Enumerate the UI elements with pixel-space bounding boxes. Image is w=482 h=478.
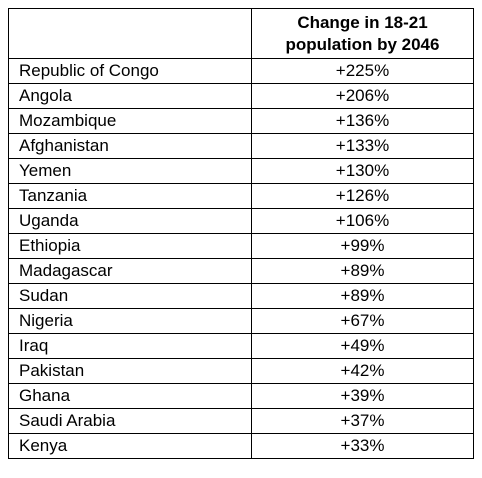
header-row: Change in 18-21 population by 2046 xyxy=(8,8,474,59)
country-cell: Afghanistan xyxy=(8,133,252,159)
country-cell: Republic of Congo xyxy=(8,58,252,84)
table-row: Ghana +39% xyxy=(8,383,474,409)
table-row: Tanzania +126% xyxy=(8,183,474,209)
change-value-cell: +37% xyxy=(251,408,474,434)
table-row: Sudan +89% xyxy=(8,283,474,309)
change-value-cell: +67% xyxy=(251,308,474,334)
table-row: Saudi Arabia +37% xyxy=(8,408,474,434)
country-cell: Kenya xyxy=(8,433,252,459)
change-value-cell: +133% xyxy=(251,133,474,159)
country-cell: Mozambique xyxy=(8,108,252,134)
table-row: Mozambique +136% xyxy=(8,108,474,134)
country-cell: Yemen xyxy=(8,158,252,184)
change-value-cell: +39% xyxy=(251,383,474,409)
table-row: Republic of Congo +225% xyxy=(8,58,474,84)
table-row: Pakistan +42% xyxy=(8,358,474,384)
header-line-1: Change in 18-21 xyxy=(297,12,428,32)
country-cell: Ghana xyxy=(8,383,252,409)
table-container: Change in 18-21 population by 2046 Repub… xyxy=(8,8,474,459)
table-row: Iraq +49% xyxy=(8,333,474,359)
table-row: Angola +206% xyxy=(8,83,474,109)
table-row: Afghanistan +133% xyxy=(8,133,474,159)
change-value-cell: +33% xyxy=(251,433,474,459)
country-cell: Iraq xyxy=(8,333,252,359)
change-value-cell: +130% xyxy=(251,158,474,184)
country-cell: Sudan xyxy=(8,283,252,309)
table-row: Uganda +106% xyxy=(8,208,474,234)
change-value-cell: +225% xyxy=(251,58,474,84)
change-value-cell: +126% xyxy=(251,183,474,209)
header-empty-cell xyxy=(8,8,252,59)
country-cell: Tanzania xyxy=(8,183,252,209)
table-row: Kenya +33% xyxy=(8,433,474,459)
change-value-cell: +136% xyxy=(251,108,474,134)
change-value-cell: +89% xyxy=(251,283,474,309)
change-value-cell: +49% xyxy=(251,333,474,359)
data-table: Change in 18-21 population by 2046 Repub… xyxy=(8,8,474,459)
change-value-cell: +42% xyxy=(251,358,474,384)
country-cell: Nigeria xyxy=(8,308,252,334)
country-cell: Pakistan xyxy=(8,358,252,384)
change-value-cell: +99% xyxy=(251,233,474,259)
header-change-column: Change in 18-21 population by 2046 xyxy=(251,8,474,59)
country-cell: Angola xyxy=(8,83,252,109)
table-row: Ethiopia +99% xyxy=(8,233,474,259)
change-value-cell: +106% xyxy=(251,208,474,234)
country-cell: Uganda xyxy=(8,208,252,234)
table-row: Madagascar +89% xyxy=(8,258,474,284)
country-cell: Ethiopia xyxy=(8,233,252,259)
table-row: Nigeria +67% xyxy=(8,308,474,334)
table-body: Republic of Congo +225% Angola +206% Mozambi… xyxy=(8,58,474,459)
change-value-cell: +89% xyxy=(251,258,474,284)
country-cell: Saudi Arabia xyxy=(8,408,252,434)
header-line-2: population by 2046 xyxy=(285,34,440,54)
country-cell: Madagascar xyxy=(8,258,252,284)
table-row: Yemen +130% xyxy=(8,158,474,184)
change-value-cell: +206% xyxy=(251,83,474,109)
